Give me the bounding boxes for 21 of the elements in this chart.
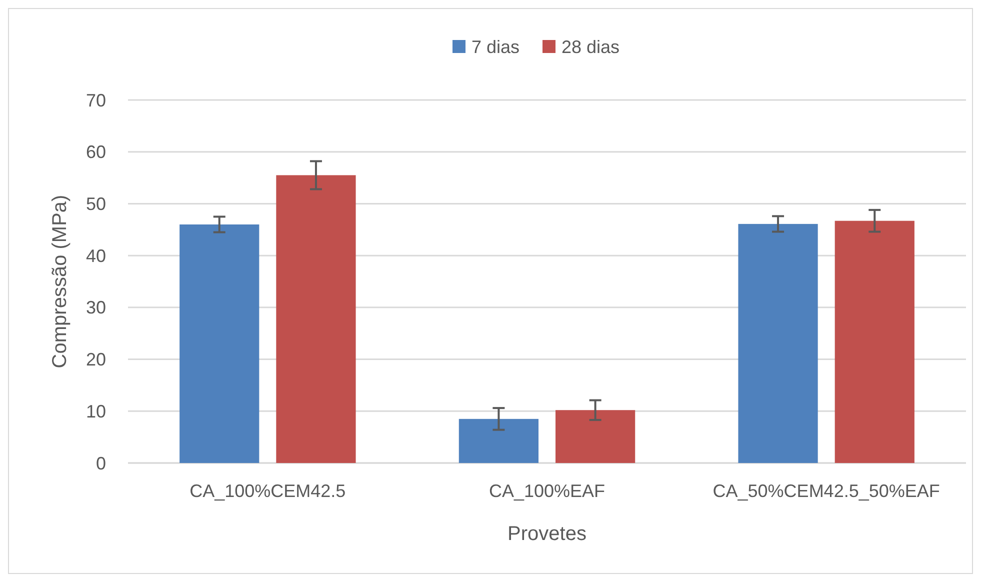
legend-label: 28 dias — [562, 37, 620, 57]
y-tick-label: 10 — [86, 401, 106, 422]
y-axis-title: Compressão (MPa) — [49, 194, 71, 368]
bar — [276, 175, 356, 463]
bar — [738, 224, 818, 463]
legend-label: 7 dias — [472, 37, 520, 57]
y-tick-label: 20 — [86, 350, 106, 370]
y-tick-label: 60 — [86, 142, 106, 162]
x-tick-label: CA_50%CEM42.5_50%EAF — [712, 481, 940, 501]
bar — [458, 418, 538, 463]
x-tick-label: CA_100%EAF — [488, 481, 606, 501]
bar — [180, 224, 260, 463]
y-tick-label: 30 — [86, 298, 106, 318]
y-tick-label: 70 — [86, 90, 106, 110]
bar — [834, 220, 914, 463]
x-axis-title: Provetes — [508, 523, 586, 545]
y-tick-label: 40 — [86, 246, 106, 266]
bar — [556, 410, 636, 463]
y-tick-label: 50 — [86, 194, 106, 214]
x-tick-label: CA_100%CEM42.5 — [190, 481, 346, 501]
y-tick-label: 0 — [96, 453, 106, 474]
